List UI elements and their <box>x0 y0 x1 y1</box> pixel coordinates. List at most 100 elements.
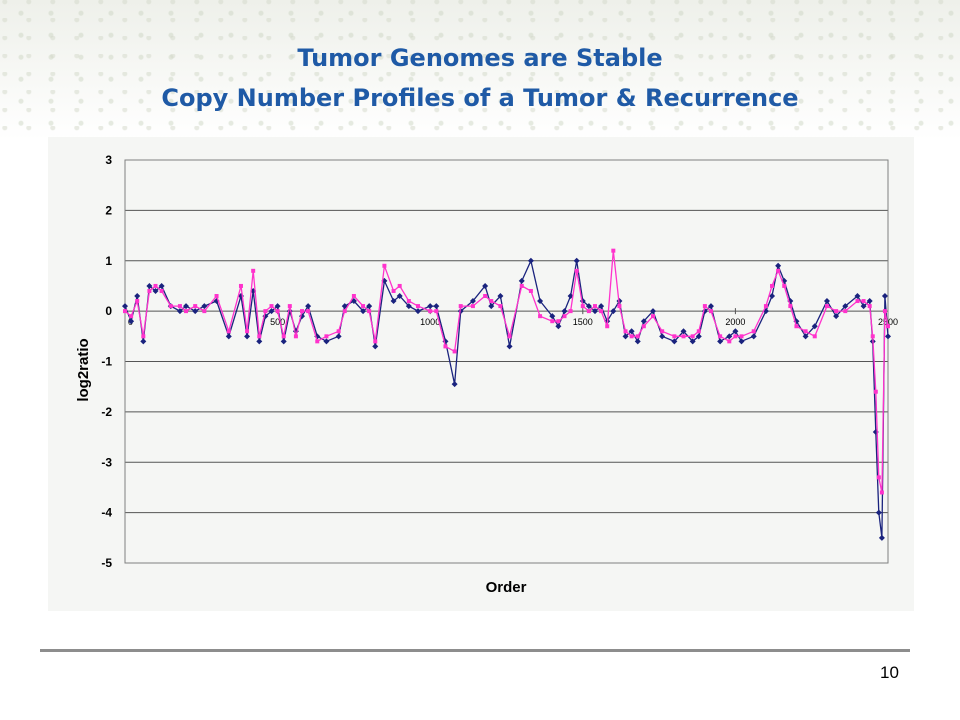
y-tick-labels: 3 2 1 0 -1 -2 -3 -4 -5 <box>101 153 112 570</box>
data-point <box>482 282 489 289</box>
data-point <box>617 304 622 309</box>
data-point <box>876 475 881 480</box>
data-point <box>141 334 146 339</box>
y-tick-label: -2 <box>101 405 112 419</box>
data-point <box>775 262 782 269</box>
data-point <box>168 304 173 309</box>
data-point <box>299 313 306 320</box>
data-point <box>470 304 475 309</box>
data-point <box>733 334 738 339</box>
data-point <box>483 294 488 299</box>
slide-title: Tumor Genomes are Stable <box>297 44 663 72</box>
data-point <box>802 333 809 340</box>
data-point <box>300 309 305 314</box>
data-point <box>192 308 199 315</box>
data-point <box>238 283 243 288</box>
data-point <box>672 334 677 339</box>
data-point <box>717 338 724 345</box>
data-point <box>177 304 182 309</box>
data-point <box>794 324 799 329</box>
data-point <box>342 309 347 314</box>
data-point <box>803 329 808 334</box>
data-point <box>434 309 439 314</box>
data-point <box>268 308 275 315</box>
y-tick-label: 0 <box>105 304 112 318</box>
data-point <box>129 314 134 319</box>
data-point <box>213 298 220 305</box>
x-tick-label: 2000 <box>725 317 745 327</box>
data-point <box>201 303 208 310</box>
data-point <box>878 534 885 541</box>
y-tick-label: -4 <box>101 506 112 520</box>
data-point <box>561 308 568 315</box>
x-tick-label: 500 <box>270 317 285 327</box>
data-point <box>873 389 878 394</box>
y-tick-label: 1 <box>105 254 112 268</box>
data-point <box>323 338 330 345</box>
series-1 <box>122 257 891 541</box>
data-point <box>634 338 641 345</box>
data-point <box>623 329 628 334</box>
data-point <box>245 329 250 334</box>
data-point <box>854 293 861 300</box>
data-point <box>373 339 378 344</box>
data-point <box>610 308 617 315</box>
data-point <box>875 509 882 516</box>
data-point <box>123 309 127 314</box>
data-point <box>585 303 592 310</box>
data-point <box>885 333 891 340</box>
data-point <box>556 319 561 324</box>
data-point <box>135 299 140 304</box>
data-point <box>812 334 817 339</box>
data-point <box>415 304 420 309</box>
data-point <box>183 303 190 310</box>
data-point <box>867 304 872 309</box>
data-point <box>396 293 403 300</box>
data-point <box>811 323 818 330</box>
data-point <box>843 309 848 314</box>
series-line <box>124 258 889 538</box>
data-point <box>528 288 533 293</box>
data-point <box>611 248 616 253</box>
data-point <box>770 283 775 288</box>
data-point <box>443 344 448 349</box>
data-point <box>860 303 867 310</box>
data-point <box>870 334 875 339</box>
slide-subtitle: Copy Number Profiles of a Tumor & Recurr… <box>161 84 799 112</box>
data-point <box>732 328 739 335</box>
data-point <box>193 304 198 309</box>
data-point <box>861 299 866 304</box>
data-point <box>641 324 646 329</box>
data-point <box>695 333 702 340</box>
data-point <box>769 293 776 300</box>
data-point <box>750 333 757 340</box>
data-point <box>390 298 397 305</box>
data-point <box>361 304 366 309</box>
data-point <box>293 334 298 339</box>
data-point <box>879 490 884 495</box>
data-point <box>382 263 387 268</box>
data-point <box>580 304 585 309</box>
data-point <box>269 304 274 309</box>
series-2 <box>123 248 890 495</box>
data-point <box>489 299 494 304</box>
data-point <box>573 257 580 264</box>
data-point <box>886 324 890 329</box>
data-point <box>263 309 268 314</box>
data-point <box>391 288 396 293</box>
data-point <box>549 313 556 320</box>
data-point <box>257 334 262 339</box>
data-point <box>497 293 504 300</box>
data-point <box>866 298 873 305</box>
data-point <box>628 328 635 335</box>
y-tick-label: -5 <box>101 556 112 570</box>
data-point <box>274 303 281 310</box>
data-point <box>788 304 793 309</box>
data-point <box>146 282 153 289</box>
data-point <box>306 309 311 314</box>
data-point <box>134 293 141 300</box>
data-point <box>202 309 207 314</box>
x-axis-label: Order <box>486 579 527 596</box>
data-point <box>550 319 555 324</box>
y-tick-label: -1 <box>101 355 112 369</box>
